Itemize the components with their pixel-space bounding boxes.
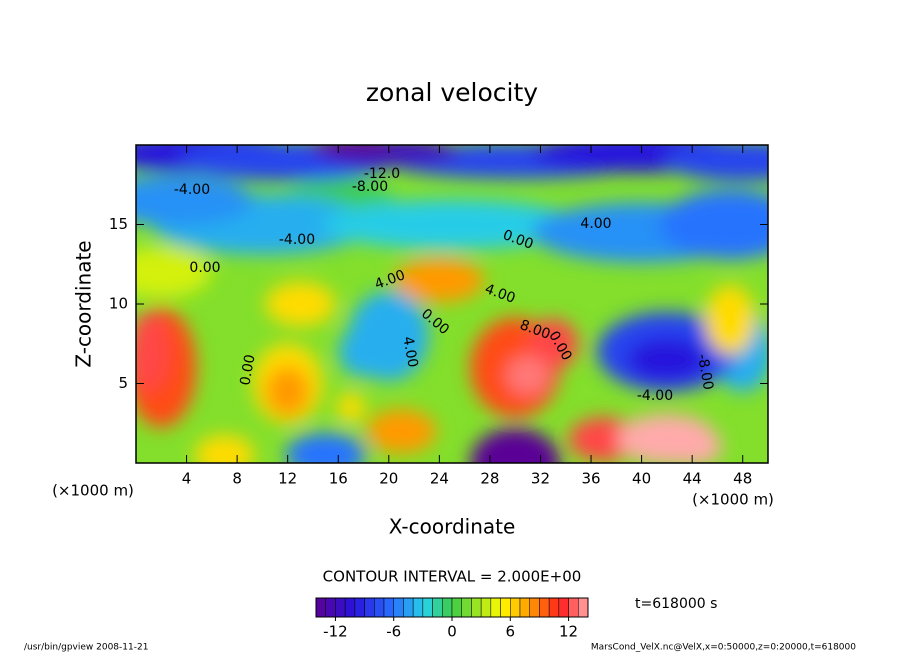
field-blob [322,199,582,250]
x-tick-label: 28 [480,470,499,488]
field-blob [336,392,365,423]
field-blob [705,284,756,355]
field-blob [265,366,310,417]
field-blobs [136,145,768,463]
contour-label: 0.00 [189,260,220,276]
x-tick-label: 32 [531,470,550,488]
contour-label: -4.00 [174,182,210,198]
field [136,145,768,463]
colorbar-box [344,597,356,618]
contour-label: -8.00 [694,353,716,391]
x-tick-label: 8 [232,470,242,488]
contour-label: 0.00 [237,353,258,386]
footer-left: /usr/bin/gpview 2008-11-21 [24,643,148,653]
field-blob [626,337,707,382]
field-blob [660,189,768,260]
contour-label: 4.00 [399,335,420,368]
colorbar-box [461,597,472,618]
colorbar-box [539,597,550,618]
field-blob [194,435,255,463]
field-blob [528,318,579,369]
field-blob [136,175,254,226]
y-tick-label: 10 [109,295,128,313]
contour-label: -8.00 [352,179,388,195]
colorbar-tick-label: -6 [386,623,401,641]
field-blob [366,409,437,454]
field-blob [394,258,485,303]
y-tick-label: 5 [118,374,128,392]
contour-label: -4.00 [279,232,315,248]
x-axis-label: X-coordinate [389,515,516,539]
colorbar-box [471,597,482,618]
colorbar-tick-label: -12 [323,623,348,641]
colorbar-box [315,597,326,618]
field-blob [568,417,639,462]
colorbar-box [442,597,453,618]
colorbar-box [548,597,560,618]
colorbar-box [578,597,589,618]
field-blob [136,311,169,392]
colorbar-box [364,597,375,618]
colorbar-box [422,597,433,618]
contour-label: -12.0 [364,166,400,182]
x-tick-label: 4 [182,470,192,488]
colorbar-box [325,597,336,618]
x-tick-label: 12 [278,470,297,488]
colorbar-box [354,597,365,618]
field-blob [136,247,212,298]
colorbar-box [403,597,414,618]
y-axis-label: Z-coordinate [72,240,96,367]
x-tick-label: 48 [733,470,752,488]
contour-label: -4.00 [637,388,673,404]
x-tick-label: 44 [683,470,702,488]
colorbar-box [490,597,501,618]
x-tick-label: 16 [329,470,348,488]
colorbar-box [412,597,424,618]
colorbar-box [500,597,511,618]
colorbar-tick-label: 0 [447,623,457,641]
contour-interval: CONTOUR INTERVAL = 2.000E+00 [323,568,582,586]
colorbar-tick-label: 6 [506,623,516,641]
colorbar-box [568,597,579,618]
footer-right: MarsCond_VelX.nc@VelX,x=0:50000,z=0:2000… [591,643,856,653]
time-label: t=618000 s [635,596,717,612]
colorbar-box [529,597,540,618]
field-blob [310,145,391,155]
field-blob [338,326,389,377]
colorbar-box [432,597,443,618]
field-blob [662,429,723,463]
field-blob [285,433,366,463]
x-tick-label: 36 [581,470,600,488]
field-blob [470,428,561,463]
chart-title: zonal velocity [366,78,538,107]
colorbar-box [383,597,394,618]
colorbar-box [451,597,462,618]
x-tick-label: 20 [379,470,398,488]
colorbar-box [510,597,521,618]
colorbar-box [393,597,404,618]
field-blob [505,355,550,396]
y-tick-label: 15 [109,215,128,233]
colorbar-box [558,597,569,618]
x-tick-label: 24 [430,470,449,488]
colorbar-tick-label: 12 [559,623,578,641]
field-blob [662,145,768,181]
colorbar-box [480,597,492,618]
y-unit: (×1000 m) [52,482,134,500]
colorbar-box [335,597,346,618]
colorbar-box [374,597,385,618]
x-tick-label: 40 [632,470,651,488]
x-unit: (×1000 m) [692,491,774,509]
contour-label: 4.00 [580,216,611,232]
colorbar-box [519,597,530,618]
field-blob [265,282,336,326]
